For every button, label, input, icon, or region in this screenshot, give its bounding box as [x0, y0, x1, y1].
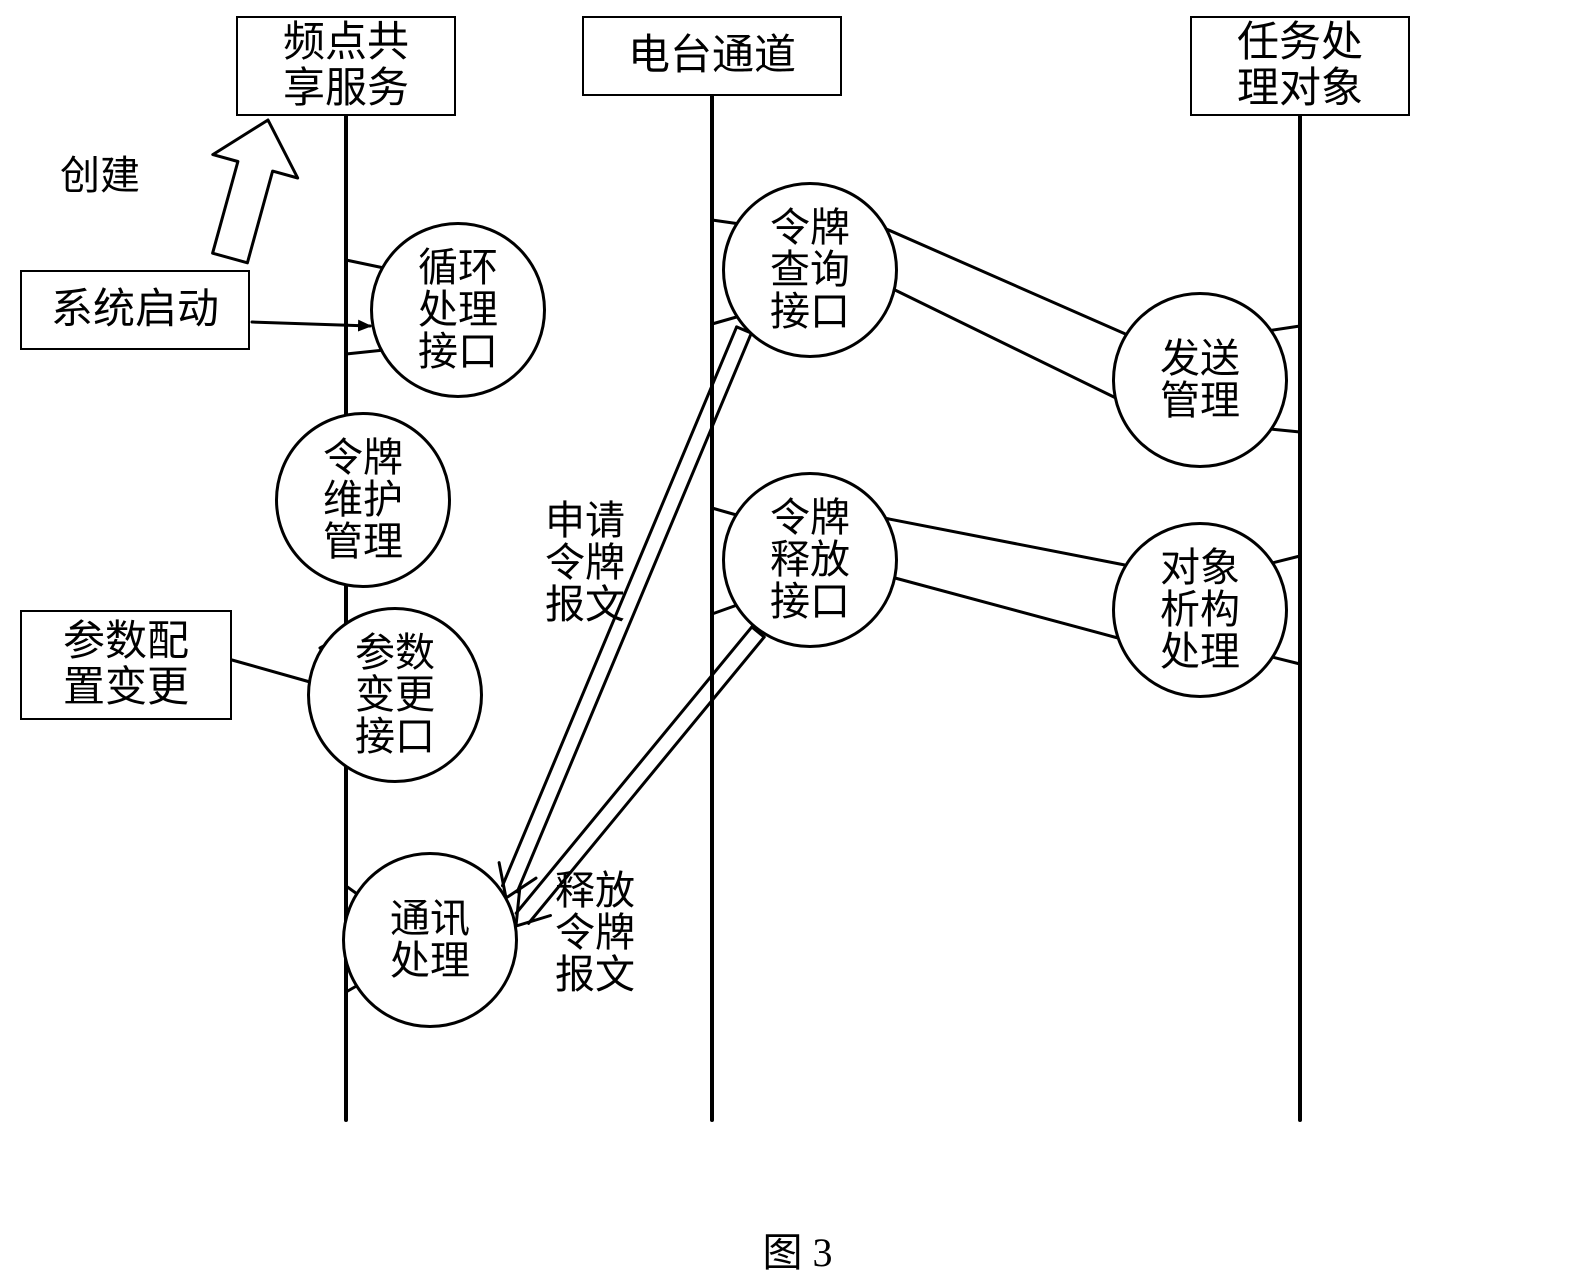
- diagram-canvas: 频点共享服务 电台通道 任务处理对象系统启动参数配置变更 循环处理接口令牌维护管理参数…: [0, 0, 1595, 1285]
- figure-caption: 图 3: [0, 1220, 1595, 1278]
- node-c_comm: 通讯处理: [342, 852, 518, 1028]
- box-param_chg: 参数配置变更: [20, 610, 232, 720]
- lifeline-header-ll1: 频点共享服务: [236, 16, 456, 116]
- label-lbl_release: 释放令牌报文: [555, 870, 635, 996]
- lifeline-header-ll3: 任务处理对象: [1190, 16, 1410, 116]
- lifeline-header-ll2: 电台通道: [582, 16, 842, 96]
- node-c_tr: 令牌释放接口: [722, 472, 898, 648]
- node-c_destr: 对象析构处理: [1112, 522, 1288, 698]
- node-c_param: 参数变更接口: [307, 607, 483, 783]
- node-c_token_m: 令牌维护管理: [275, 412, 451, 588]
- caption-text: 图 3: [763, 1230, 833, 1275]
- node-c_send: 发送管理: [1112, 292, 1288, 468]
- box-sys_start: 系统启动: [20, 270, 250, 350]
- label-lbl_create: 创建: [60, 155, 140, 197]
- label-lbl_apply: 申请令牌报文: [545, 500, 625, 626]
- node-c_tq: 令牌查询接口: [722, 182, 898, 358]
- node-c_loop: 循环处理接口: [370, 222, 546, 398]
